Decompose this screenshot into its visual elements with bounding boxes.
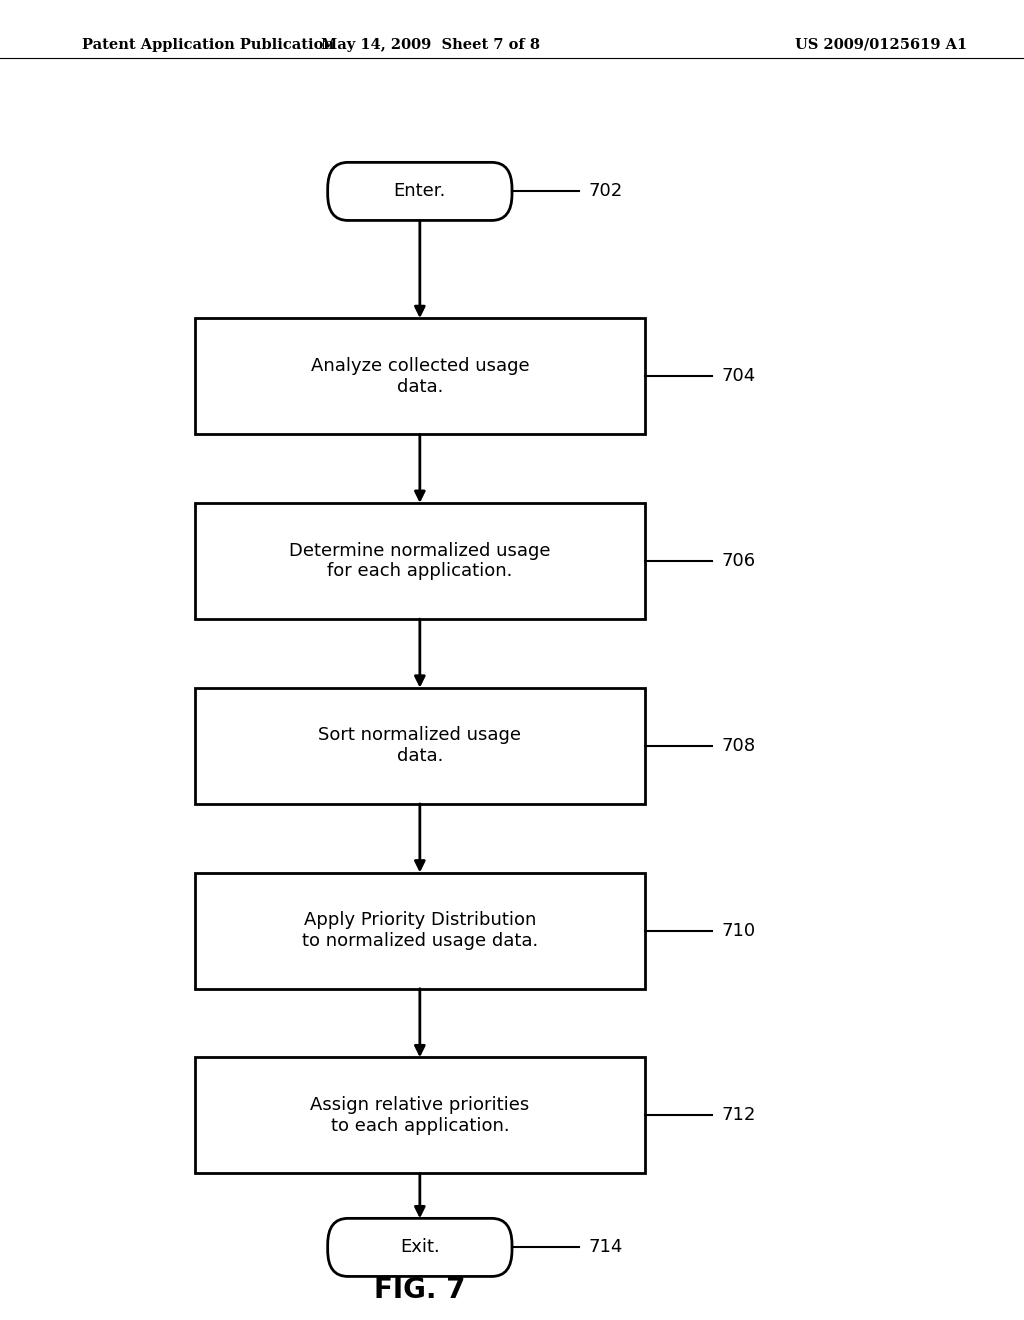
Text: Patent Application Publication: Patent Application Publication (82, 38, 334, 51)
Text: Apply Priority Distribution
to normalized usage data.: Apply Priority Distribution to normalize… (302, 911, 538, 950)
FancyBboxPatch shape (195, 318, 645, 434)
Text: Determine normalized usage
for each application.: Determine normalized usage for each appl… (289, 541, 551, 581)
Text: 704: 704 (722, 367, 756, 385)
Text: Enter.: Enter. (393, 182, 446, 201)
Text: 708: 708 (722, 737, 756, 755)
FancyBboxPatch shape (328, 1218, 512, 1276)
FancyBboxPatch shape (195, 503, 645, 619)
Text: Sort normalized usage
data.: Sort normalized usage data. (318, 726, 521, 766)
Text: 710: 710 (722, 921, 756, 940)
Text: May 14, 2009  Sheet 7 of 8: May 14, 2009 Sheet 7 of 8 (321, 38, 540, 51)
FancyBboxPatch shape (195, 873, 645, 989)
FancyBboxPatch shape (328, 162, 512, 220)
Text: FIG. 7: FIG. 7 (374, 1276, 466, 1304)
Text: Exit.: Exit. (400, 1238, 439, 1257)
Text: 702: 702 (589, 182, 623, 201)
Text: Assign relative priorities
to each application.: Assign relative priorities to each appli… (310, 1096, 529, 1135)
FancyBboxPatch shape (195, 1057, 645, 1173)
Text: 712: 712 (722, 1106, 757, 1125)
Text: 714: 714 (589, 1238, 624, 1257)
Text: Analyze collected usage
data.: Analyze collected usage data. (310, 356, 529, 396)
FancyBboxPatch shape (195, 688, 645, 804)
Text: 706: 706 (722, 552, 756, 570)
Text: US 2009/0125619 A1: US 2009/0125619 A1 (795, 38, 967, 51)
